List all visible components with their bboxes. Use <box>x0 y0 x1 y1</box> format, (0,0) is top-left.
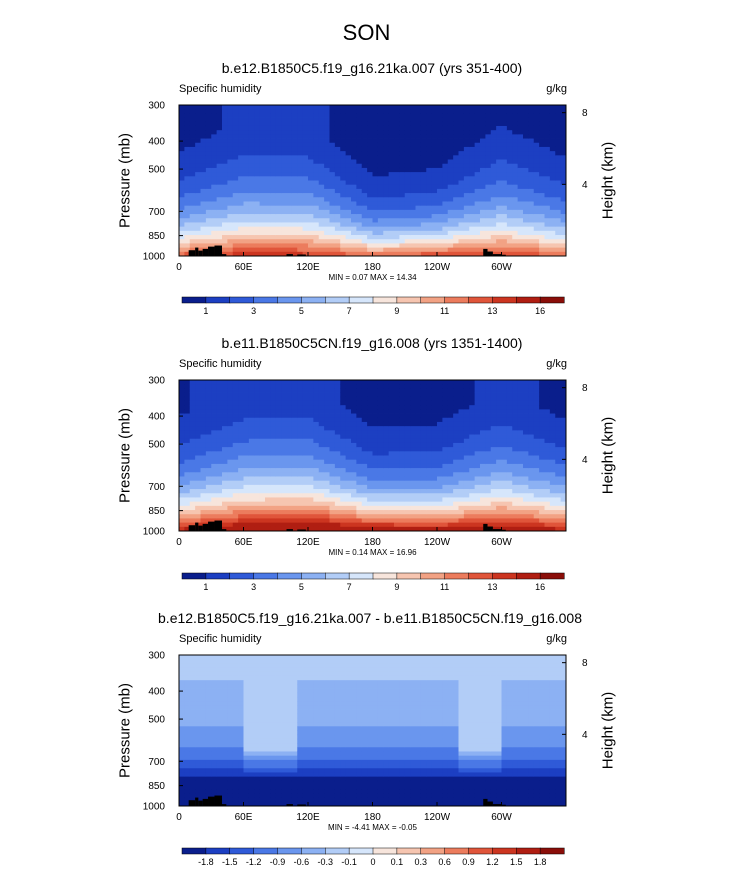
panel-2-colorbar-label: 5 <box>299 582 304 592</box>
panel-3-colorbar-label: 1.2 <box>486 857 499 867</box>
panel-3-y-tick-label: 500 <box>148 715 165 726</box>
panel-1-colorbar: 1 3 5 7 9 11 13 16 <box>181 296 565 316</box>
panel-2-y-right-tick-label: 8 <box>582 383 588 394</box>
panel-2-x-tick-label: 60E <box>235 537 253 548</box>
panel-3-x-tick-label: 60W <box>491 812 512 823</box>
panel-1-x-tick-label: 60E <box>235 262 253 273</box>
panel-1-colorbar-label: 3 <box>251 306 256 316</box>
panel-2-colorbar-label: 13 <box>487 582 497 592</box>
panel-3-colorbar-label: 0.6 <box>438 857 451 867</box>
panel-1-title: b.e12.B1850C5.f19_g16.21ka.007 (yrs 351-… <box>221 60 523 76</box>
panel-3-variable-label: Specific humidity <box>179 633 262 645</box>
panel-3-y-tick-label: 1000 <box>143 802 166 813</box>
panel-3-orography <box>188 795 506 806</box>
figure-title: SON <box>342 20 391 45</box>
panel-3-y-tick-label: 850 <box>148 781 165 792</box>
panel-1-variable-label: Specific humidity <box>179 83 262 95</box>
panel-2-x-tick-label: 120E <box>296 537 320 548</box>
panel-2-x-tick-label: 180 <box>364 537 381 548</box>
panel-3-colorbar-label: -0.6 <box>294 857 310 867</box>
panel-1-stats: MIN = 0.07 MAX = 14.34 <box>328 273 417 282</box>
panel-2-colorbar-label: 16 <box>535 582 545 592</box>
panel-3-colorbar-label: -1.5 <box>222 857 238 867</box>
panel-3-colorbar-label: -1.2 <box>246 857 262 867</box>
panel-1-colorbar-label: 11 <box>440 306 449 316</box>
panel-3-plot: 0 60E 120E 180 120W 60W 300 400 500 700 850 1000 8 4 M… <box>143 651 588 868</box>
panel-3-stats: MIN = -4.41 MAX = -0.05 <box>328 823 417 832</box>
panel-3-colorbar-label: -0.1 <box>341 857 357 867</box>
panel-1-y-right-tick-label: 4 <box>582 180 588 191</box>
panel-3-colorbar-label: -0.9 <box>270 857 286 867</box>
panel-3-colorbar-label: -1.8 <box>198 857 214 867</box>
panel-1-y-right-tick-label: 8 <box>582 108 588 119</box>
panel-3-title: b.e12.B1850C5.f19_g16.21ka.007 - b.e11.B… <box>158 610 582 626</box>
panel-2-colorbar-label: 11 <box>440 582 449 592</box>
panel-3-x-tick-label: 180 <box>364 812 381 823</box>
panel-2-x-tick-label: 120W <box>424 537 451 548</box>
panel-3-colorbar-label: 1.8 <box>534 857 547 867</box>
panel-3-colorbar-label: 0.1 <box>391 857 404 867</box>
panel-1-y-tick-label: 500 <box>148 165 165 176</box>
panel-3-colorbar-label: 0.3 <box>414 857 427 867</box>
panel-1-x-tick-label: 120W <box>424 262 451 273</box>
panel-1-x-tick-label: 0 <box>176 262 182 273</box>
panel-3-x-tick-label: 0 <box>176 812 182 823</box>
panel-2-colorbar-label: 3 <box>251 582 256 592</box>
panel-2-y-tick-label: 300 <box>148 376 165 387</box>
panel-1-colorbar-label: 13 <box>487 306 497 316</box>
panel-3-field <box>179 655 567 807</box>
panel-1-x-tick-label: 60W <box>491 262 512 273</box>
panel-2-orography <box>188 520 506 531</box>
panel-2-x-tick-label: 60W <box>491 537 512 548</box>
panel-1-colorbar-label: 16 <box>535 306 545 316</box>
panel-2-x-tick-label: 0 <box>176 537 182 548</box>
panel-1-y-tick-label: 700 <box>148 207 165 218</box>
panel-3-colorbar-label: -0.3 <box>317 857 333 867</box>
panel-2-y-tick-label: 1000 <box>143 527 166 538</box>
panel-3-y-tick-label: 300 <box>148 651 165 662</box>
panel-2-y-tick-label: 500 <box>148 440 165 451</box>
panel-2-units-label: g/kg <box>546 358 567 370</box>
panel-1-colorbar-label: 7 <box>347 306 352 316</box>
panel-1-units-label: g/kg <box>546 83 567 95</box>
panel-1-y-tick-label: 850 <box>148 231 165 242</box>
panel-3-y-tick-label: 400 <box>148 687 165 698</box>
panel-1-colorbar-label: 5 <box>299 306 304 316</box>
panel-1-y-tick-label: 300 <box>148 101 165 112</box>
panel-2-y-tick-label: 400 <box>148 412 165 423</box>
panel-3-colorbar: -1.8 -1.5 -1.2 -0.9 -0.6 -0.3 -0.1 0 0.1 0.3 0.6 0.… <box>181 847 565 867</box>
panel-3-x-tick-label: 120W <box>424 812 451 823</box>
panel-1-x-tick-label: 180 <box>364 262 381 273</box>
panel-2-plot: 0 60E 120E 180 120W 60W 300 400 500 700 850 1000 8 4 M… <box>143 376 588 593</box>
panel-2-stats: MIN = 0.14 MAX = 16.96 <box>328 548 417 557</box>
panel-1-orography <box>188 245 506 256</box>
panel-1-colorbar-label: 1 <box>203 306 208 316</box>
panel-3-y-right-tick-label: 8 <box>582 658 588 669</box>
panel-1-y-tick-label: 1000 <box>143 252 166 263</box>
panel-2-colorbar-label: 1 <box>203 582 208 592</box>
panel-3-x-tick-label: 60E <box>235 812 253 823</box>
panel-2-y-tick-label: 850 <box>148 506 165 517</box>
panel-2-title: b.e11.B1850C5CN.f19_g16.008 (yrs 1351-14… <box>221 335 523 351</box>
panel-3-colorbar-label: 0.9 <box>462 857 475 867</box>
panel-3-x-tick-label: 120E <box>296 812 320 823</box>
panel-3-colorbar-label: 1.5 <box>510 857 523 867</box>
panel-3-y-tick-label: 700 <box>148 757 165 768</box>
panel-2-colorbar-label: 9 <box>394 582 399 592</box>
panel-3-colorbar-label: 0 <box>370 857 375 867</box>
panel-1-field <box>179 105 567 257</box>
panel-1-colorbar-label: 9 <box>394 306 399 316</box>
panel-3-units-label: g/kg <box>546 633 567 645</box>
panel-1-x-tick-label: 120E <box>296 262 320 273</box>
panel-2-variable-label: Specific humidity <box>179 358 262 370</box>
panel-1-plot: 0 60E 120E 180 120W 60W 300 400 500 700 850 1000 8 4 M… <box>143 101 588 317</box>
panel-2-y-right-tick-label: 4 <box>582 455 588 466</box>
panel-2-colorbar-label: 7 <box>347 582 352 592</box>
panel-1-y-tick-label: 400 <box>148 137 165 148</box>
panel-2-y-tick-label: 700 <box>148 482 165 493</box>
panel-2-colorbar: 1 3 5 7 9 11 13 16 <box>181 572 565 592</box>
panel-3-y-right-tick-label: 4 <box>582 730 588 741</box>
panel-2-field <box>179 380 567 532</box>
